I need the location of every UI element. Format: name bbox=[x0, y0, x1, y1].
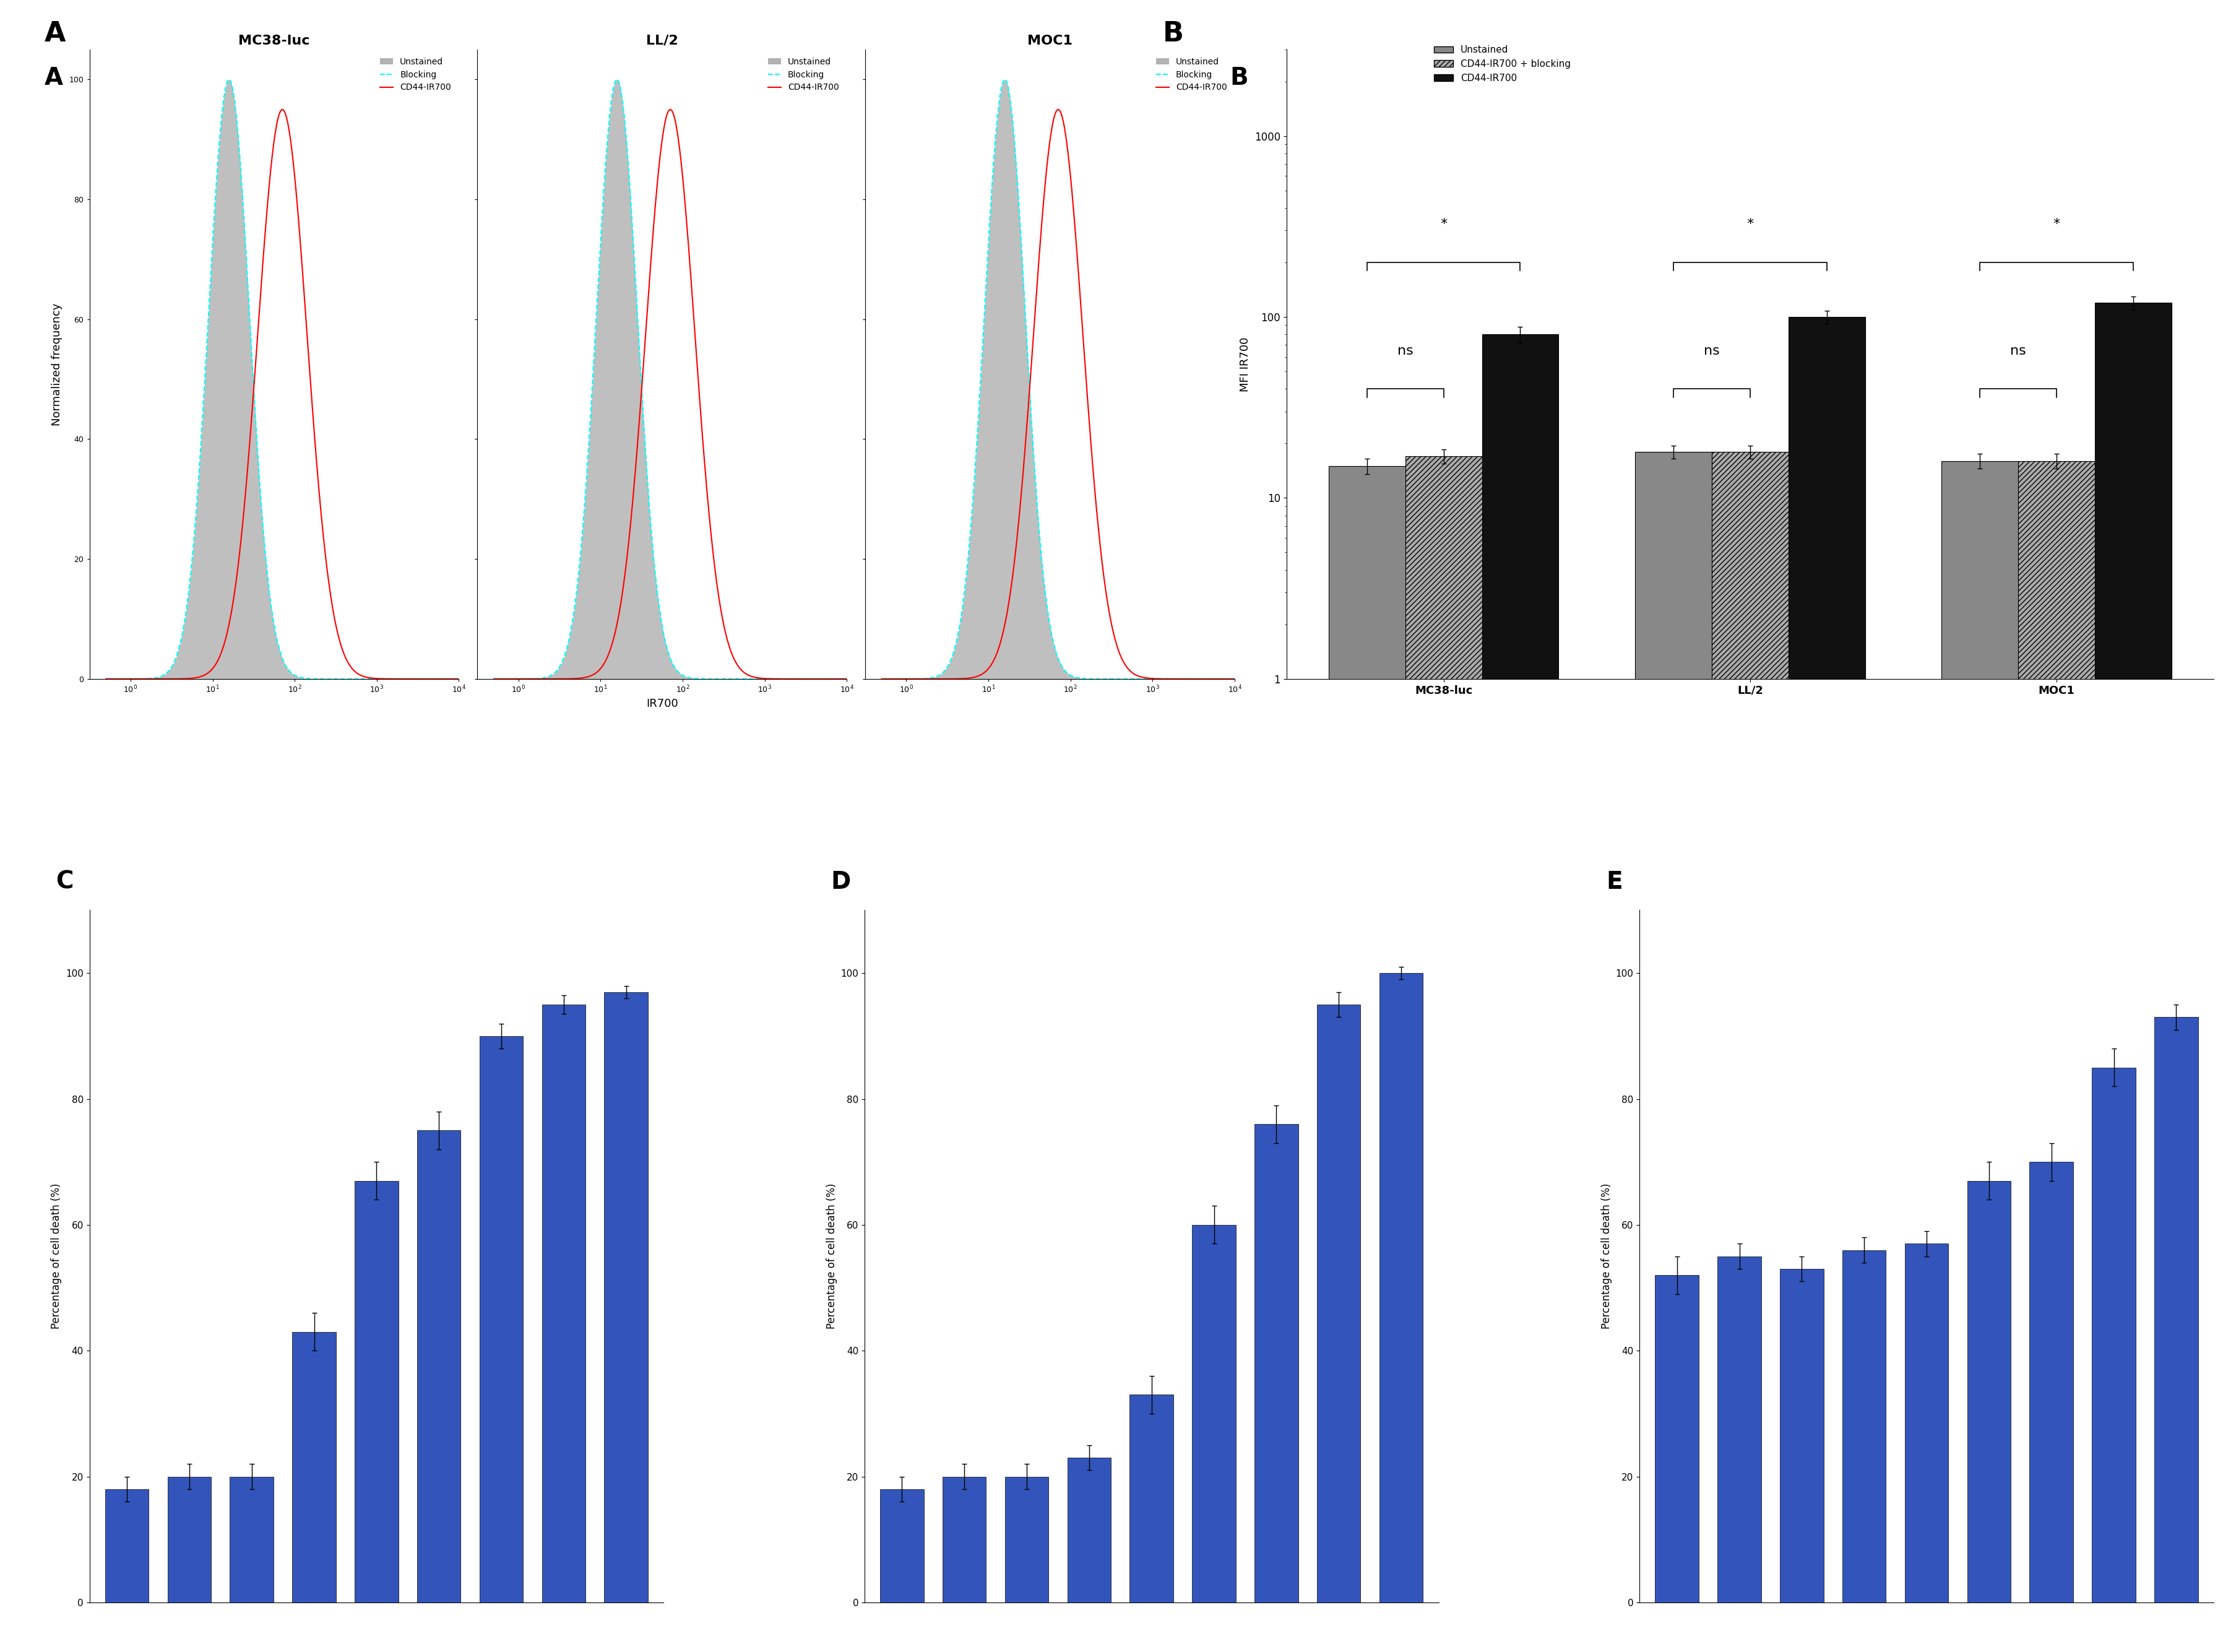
Bar bbox=[1482, 334, 1558, 1652]
Bar bbox=[604, 991, 648, 1602]
Y-axis label: Normalized frequency: Normalized frequency bbox=[51, 302, 63, 426]
Title: MC38-luc: MC38-luc bbox=[239, 35, 311, 46]
Bar bbox=[1129, 1394, 1174, 1602]
Text: C: C bbox=[56, 871, 74, 894]
Bar bbox=[2030, 1161, 2073, 1602]
X-axis label: IR700: IR700 bbox=[646, 699, 678, 709]
Bar bbox=[881, 1488, 923, 1602]
Text: D: D bbox=[832, 871, 852, 894]
Bar bbox=[1192, 1224, 1237, 1602]
Bar bbox=[2019, 461, 2095, 1652]
Bar bbox=[1655, 1275, 1699, 1602]
Text: A: A bbox=[45, 66, 63, 89]
Bar bbox=[1317, 1004, 1359, 1602]
Text: *: * bbox=[2053, 218, 2059, 231]
Text: ns: ns bbox=[2010, 345, 2026, 357]
Bar bbox=[2153, 1018, 2198, 1602]
Bar bbox=[479, 1036, 523, 1602]
Bar bbox=[2093, 1067, 2135, 1602]
Y-axis label: Percentage of cell death (%): Percentage of cell death (%) bbox=[825, 1183, 836, 1330]
Title: MOC1: MOC1 bbox=[1026, 35, 1073, 46]
Bar bbox=[1067, 1457, 1111, 1602]
Text: ns: ns bbox=[1704, 345, 1719, 357]
Y-axis label: MFI IR700: MFI IR700 bbox=[1239, 337, 1250, 392]
Bar bbox=[1905, 1244, 1948, 1602]
Text: A: A bbox=[45, 20, 67, 46]
Bar bbox=[293, 1332, 335, 1602]
Bar bbox=[1404, 456, 1482, 1652]
Bar bbox=[168, 1477, 210, 1602]
Bar bbox=[1328, 466, 1404, 1652]
Bar bbox=[944, 1477, 986, 1602]
Bar bbox=[1004, 1477, 1049, 1602]
Bar bbox=[2095, 302, 2171, 1652]
Y-axis label: Percentage of cell death (%): Percentage of cell death (%) bbox=[1601, 1183, 1612, 1330]
Bar bbox=[1713, 451, 1789, 1652]
Bar bbox=[1380, 973, 1422, 1602]
Legend: Unstained, Blocking, CD44-IR700: Unstained, Blocking, CD44-IR700 bbox=[1152, 55, 1230, 96]
Bar bbox=[105, 1488, 150, 1602]
Bar bbox=[1717, 1256, 1762, 1602]
Bar bbox=[541, 1004, 586, 1602]
Text: B: B bbox=[1230, 66, 1248, 89]
Text: ns: ns bbox=[1398, 345, 1413, 357]
Bar bbox=[1635, 451, 1713, 1652]
Bar bbox=[1941, 461, 2019, 1652]
Legend: Unstained, Blocking, CD44-IR700: Unstained, Blocking, CD44-IR700 bbox=[765, 55, 843, 96]
Bar bbox=[356, 1181, 398, 1602]
Bar bbox=[1254, 1123, 1299, 1602]
Text: *: * bbox=[1440, 218, 1447, 231]
Y-axis label: Percentage of cell death (%): Percentage of cell death (%) bbox=[51, 1183, 63, 1330]
Text: *: * bbox=[1746, 218, 1753, 231]
Text: E: E bbox=[1605, 871, 1623, 894]
Bar bbox=[1789, 317, 1865, 1652]
Text: B: B bbox=[1163, 20, 1183, 46]
Bar bbox=[418, 1130, 461, 1602]
Title: LL/2: LL/2 bbox=[646, 35, 678, 46]
Legend: Unstained, CD44-IR700 + blocking, CD44-IR700: Unstained, CD44-IR700 + blocking, CD44-I… bbox=[1431, 41, 1574, 86]
Bar bbox=[1842, 1251, 1885, 1602]
Bar bbox=[230, 1477, 273, 1602]
Bar bbox=[1780, 1269, 1825, 1602]
Legend: Unstained, Blocking, CD44-IR700: Unstained, Blocking, CD44-IR700 bbox=[376, 55, 454, 96]
Bar bbox=[1968, 1181, 2010, 1602]
